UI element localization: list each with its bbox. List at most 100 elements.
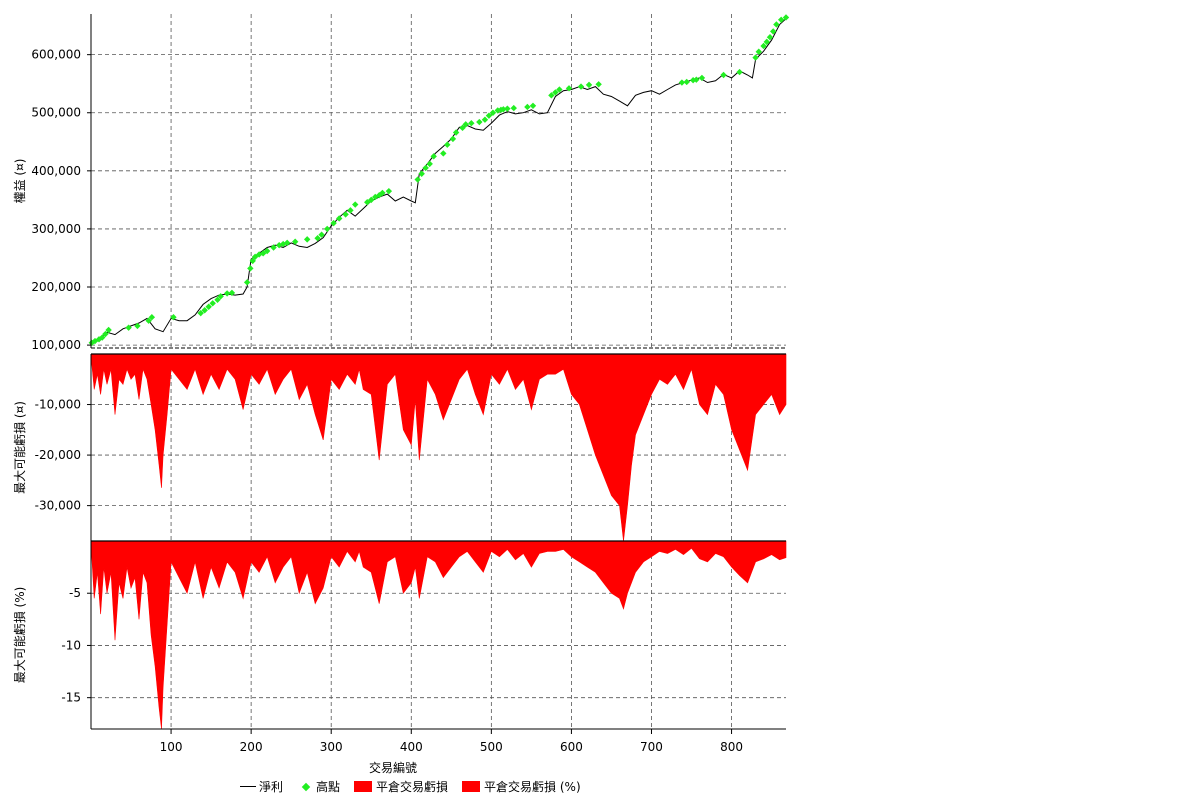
peak-marker (197, 309, 204, 317)
peak-marker (303, 236, 311, 243)
peak-marker (134, 322, 141, 330)
y-tick-label: -10,000 (35, 398, 81, 412)
y-tick-label: -5 (69, 586, 81, 600)
drawdown-area (91, 353, 787, 542)
peak-marker (247, 265, 254, 272)
peak-marker (223, 290, 231, 297)
peak-marker (249, 257, 256, 265)
peak-marker (585, 81, 593, 89)
peak-marker (452, 129, 460, 136)
y-tick-label: 300,000 (31, 222, 81, 236)
peak-marker (755, 48, 762, 55)
peak-marker (314, 235, 321, 242)
peak-marker (440, 150, 447, 157)
y-axis-label: 最大可能虧損 (¤) (12, 401, 27, 494)
peak-marker (763, 38, 770, 46)
y-axis-label: 最大可能虧損 (%) (12, 587, 27, 684)
peak-marker (500, 106, 507, 113)
legend-label: 平倉交易虧損 (%) (484, 780, 581, 794)
peak-marker (565, 85, 573, 92)
x-tick-label: 500 (480, 740, 503, 754)
peak-marker (476, 118, 483, 126)
peak-marker (336, 215, 343, 222)
peak-marker (99, 334, 106, 341)
peak-marker (217, 293, 224, 300)
peak-marker (449, 135, 457, 143)
peak-marker (270, 244, 277, 251)
peak-marker (385, 187, 393, 195)
peak-marker (529, 102, 537, 109)
peak-marker (752, 54, 759, 61)
x-axis-label: 交易編號 (369, 761, 418, 775)
peak-marker (683, 78, 690, 86)
legend-item-drawdown-percent: 平倉交易虧損 (%) (462, 778, 581, 795)
peak-marker (720, 71, 727, 79)
peak-marker (462, 121, 469, 128)
legend: 淨利 高點 平倉交易虧損 平倉交易虧損 (%) (240, 778, 595, 795)
x-tick-label: 700 (640, 740, 663, 754)
peak-marker (209, 300, 216, 307)
x-tick-label: 100 (160, 740, 183, 754)
y-tick-label: 100,000 (31, 338, 81, 352)
peak-marker (689, 77, 697, 84)
peak-marker (368, 196, 375, 204)
peak-marker (125, 324, 132, 331)
peak-marker (352, 201, 359, 208)
peak-marker (577, 83, 585, 90)
legend-label: 高點 (316, 780, 341, 794)
drawdown-percent-panel: -5 -10 -15 最大可能虧損 (%) (12, 540, 787, 730)
peak-marker (426, 160, 433, 168)
x-tick-label: 300 (320, 740, 343, 754)
peak-marker (769, 28, 777, 35)
peak-marker (324, 225, 331, 233)
peak-marker (102, 330, 109, 338)
drawdown-area (91, 540, 787, 730)
peak-marker (342, 211, 349, 218)
peak-marker (459, 124, 466, 132)
peak-marker (777, 16, 785, 24)
legend-item-net-profit: 淨利 (240, 778, 283, 795)
peak-marker (347, 207, 354, 214)
red-box-swatch-icon (462, 781, 481, 792)
peak-marker (414, 176, 421, 183)
peak-marker (263, 247, 271, 255)
peak-marker (291, 238, 299, 245)
x-tick-label: 800 (720, 740, 743, 754)
y-tick-label: 400,000 (31, 164, 81, 178)
peak-marker (552, 89, 559, 96)
peak-marker (595, 81, 602, 88)
diamond-marker-icon (301, 782, 311, 791)
y-axis-label: 權益 (¤) (13, 159, 27, 204)
peak-marker (148, 314, 156, 321)
legend-item-peak: 高點 (297, 778, 340, 795)
peak-marker (524, 103, 531, 111)
y-tick-label: 500,000 (31, 106, 81, 120)
line-swatch-icon (240, 786, 256, 787)
peak-marker (201, 307, 208, 314)
peak-marker (782, 14, 790, 21)
peak-marker (330, 219, 337, 227)
peak-marker (766, 34, 774, 41)
red-box-swatch-icon (354, 781, 373, 792)
x-axis: 100 200 300 400 500 600 700 800 (91, 728, 786, 754)
peak-marker (88, 339, 96, 346)
peak-marker (418, 170, 425, 177)
y-tick-label: -15 (61, 691, 81, 705)
peak-marker (468, 120, 475, 127)
legend-label: 平倉交易虧損 (376, 780, 449, 794)
peak-marker (379, 189, 386, 197)
peak-marker (693, 76, 700, 83)
peak-marker (205, 303, 212, 310)
peak-marker (678, 79, 686, 86)
peak-marker (485, 112, 493, 119)
peak-marker (736, 68, 743, 76)
y-tick-label: -20,000 (35, 448, 81, 462)
y-tick-label: -10 (61, 638, 81, 652)
y-tick-label: -30,000 (35, 499, 81, 513)
peak-marker (430, 153, 437, 160)
net-profit-line (91, 18, 787, 344)
peak-marker (214, 296, 221, 303)
legend-item-drawdown: 平倉交易虧損 (354, 778, 448, 795)
peak-marker (422, 164, 429, 172)
